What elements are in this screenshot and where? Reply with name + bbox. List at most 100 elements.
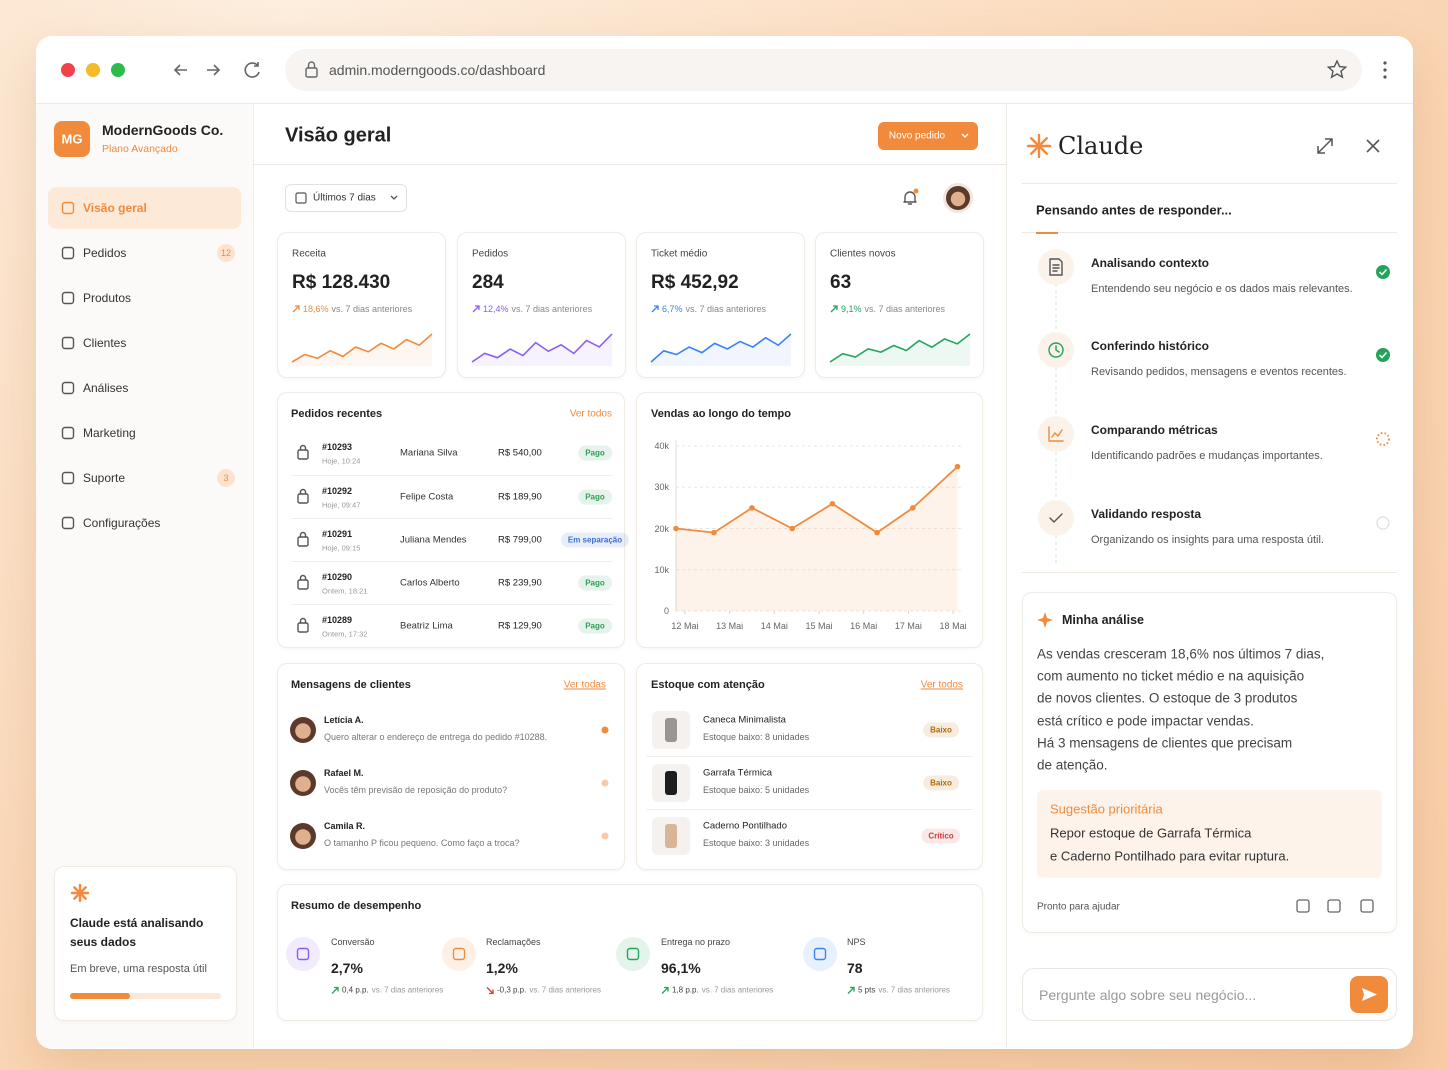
- kpi-comparison: vs. 7 dias anteriores: [864, 304, 946, 314]
- chat-input[interactable]: [1022, 968, 1397, 1021]
- kpi-label: Clientes novos: [830, 248, 896, 260]
- step-title: Comparando métricas: [1091, 423, 1218, 437]
- customer-name: Beatriz Lima: [400, 620, 453, 632]
- y-tick-label: 30k: [654, 482, 669, 493]
- period-label[interactable]: Últimos 7 dias: [313, 192, 376, 204]
- kpi-comparison: vs. 7 dias anteriores: [685, 304, 767, 314]
- kpi-change: 12,4%: [483, 304, 509, 314]
- kpi-change: 18,6%: [303, 304, 329, 314]
- x-tick-label: 14 Mai: [760, 621, 788, 631]
- analysis-line: de novos clientes. O estoque de 3 produt…: [1037, 690, 1298, 706]
- trend-arrow: [486, 986, 494, 994]
- new-order-label[interactable]: Novo pedido: [888, 130, 946, 142]
- stock-pill: Baixo: [923, 722, 959, 738]
- metric-change: 5 pts: [858, 985, 876, 995]
- send-button[interactable]: [1350, 976, 1388, 1013]
- metric-value: 2,7%: [331, 960, 363, 976]
- analysis-line: Há 3 mensagens de clientes que precisam: [1037, 735, 1293, 751]
- company-name: ModernGoods Co.: [102, 122, 224, 138]
- panel-title: Claude: [1058, 132, 1144, 160]
- suggestion-line: Repor estoque de Garrafa Térmica: [1050, 825, 1252, 841]
- kpi-comparison: vs. 7 dias anteriores: [511, 304, 593, 314]
- order-time: Ontem, 17:32: [322, 629, 368, 639]
- message-preview: Vocês têm previsão de reposição do produ…: [324, 785, 508, 795]
- progress-fill: [70, 993, 130, 999]
- suggestion-box: [1037, 790, 1382, 878]
- logo-badge: [54, 121, 90, 157]
- row-divider: [646, 809, 973, 810]
- plan-label: Plano Avançado: [102, 143, 178, 155]
- arrow-path: [292, 305, 300, 313]
- divider: [1022, 572, 1397, 573]
- trend-arrow: [292, 305, 300, 313]
- y-tick-label: 0: [663, 606, 669, 616]
- progress-track: [70, 993, 221, 999]
- metric-change: 1,8 p.p.: [672, 985, 699, 995]
- analysis-line: As vendas cresceram 18,6% nos últimos 7 …: [1037, 646, 1325, 662]
- nav-item[interactable]: Configurações: [83, 516, 161, 530]
- divider: [1022, 183, 1397, 184]
- stock-detail: Estoque baixo: 8 unidades: [703, 732, 810, 742]
- step-description: Organizando os insights para uma respost…: [1091, 534, 1324, 546]
- divider: [1022, 232, 1397, 233]
- x-tick-label: 15 Mai: [805, 621, 833, 631]
- new-order-button[interactable]: [878, 122, 978, 150]
- nav-item[interactable]: Produtos: [83, 291, 132, 305]
- arrow-path: [830, 305, 838, 313]
- kpi-delta: 18,6% vs. 7 dias anteriores: [292, 304, 412, 314]
- arrow-path: [472, 305, 480, 313]
- analysis-line: com aumento no ticket médio e na aquisiç…: [1037, 668, 1305, 684]
- nav-item[interactable]: Visão geral: [83, 201, 147, 215]
- metric-comparison: vs. 7 dias anteriores: [701, 985, 774, 995]
- view-all-link[interactable]: Ver todos: [569, 408, 612, 420]
- suggestion-title: Sugestão prioritária: [1050, 801, 1163, 817]
- toolbar-divider: [36, 103, 1413, 104]
- view-all-link[interactable]: Ver todas: [563, 679, 606, 691]
- chat-placeholder[interactable]: Pergunte algo sobre seu negócio...: [1039, 987, 1257, 1003]
- trend-arrow: [830, 305, 838, 313]
- nav-item[interactable]: Clientes: [83, 336, 127, 350]
- arrow-path: [847, 986, 855, 994]
- stock-detail: Estoque baixo: 3 unidades: [703, 838, 810, 848]
- nav-active-bg[interactable]: [48, 187, 241, 229]
- suggestion-line: e Caderno Pontilhado para evitar ruptura…: [1050, 848, 1290, 864]
- sender-name: Rafael M.: [324, 768, 364, 778]
- order-time: Ontem, 18:21: [322, 586, 368, 596]
- nav-badge: [217, 469, 235, 487]
- analysis-line: de atenção.: [1037, 757, 1108, 773]
- status-pill: Pago: [578, 618, 612, 634]
- trend-arrow: [661, 986, 669, 994]
- nav-item[interactable]: Análises: [83, 381, 129, 395]
- step-title: Analisando contexto: [1091, 256, 1210, 270]
- x-tick-label: 18 Mai: [939, 621, 967, 631]
- nav-item[interactable]: Suporte: [83, 471, 126, 485]
- order-id: #10289: [322, 615, 353, 625]
- kpi-label: Pedidos: [472, 248, 509, 260]
- kpi-value: R$ 128.430: [292, 272, 391, 293]
- divider-accent: [1036, 232, 1058, 234]
- address-bar[interactable]: [285, 49, 1362, 91]
- card-title: Resumo de desempenho: [291, 900, 422, 912]
- nav-item[interactable]: Pedidos: [83, 246, 127, 260]
- kpi-value: 63: [830, 272, 852, 293]
- page-title: Visão geral: [285, 124, 392, 147]
- panel-divider: [1006, 104, 1007, 1048]
- metric-label: Reclamações: [486, 937, 541, 947]
- order-amount: R$ 799,00: [498, 534, 542, 546]
- metric-delta: 5 pts vs. 7 dias anteriores: [847, 986, 950, 995]
- x-tick-label: 12 Mai: [671, 621, 699, 631]
- metric-value: 1,2%: [486, 960, 518, 976]
- message-preview: O tamanho P ficou pequeno. Como faço a t…: [324, 838, 520, 848]
- messages-card: [277, 663, 625, 870]
- metric-label: Conversão: [331, 937, 375, 947]
- step-description: Revisando pedidos, mensagens e eventos r…: [1091, 366, 1347, 378]
- header-divider: [254, 164, 1006, 165]
- logo-text: MG: [61, 131, 83, 147]
- nav-item[interactable]: Marketing: [83, 426, 136, 440]
- metric-delta: -0,3 p.p. vs. 7 dias anteriores: [486, 986, 601, 995]
- kpi-delta: 9,1% vs. 7 dias anteriores: [830, 304, 945, 314]
- kpi-comparison: vs. 7 dias anteriores: [331, 304, 413, 314]
- view-all-link[interactable]: Ver todos: [920, 679, 963, 691]
- row-divider: [291, 518, 612, 519]
- status-pill: Pago: [578, 489, 612, 505]
